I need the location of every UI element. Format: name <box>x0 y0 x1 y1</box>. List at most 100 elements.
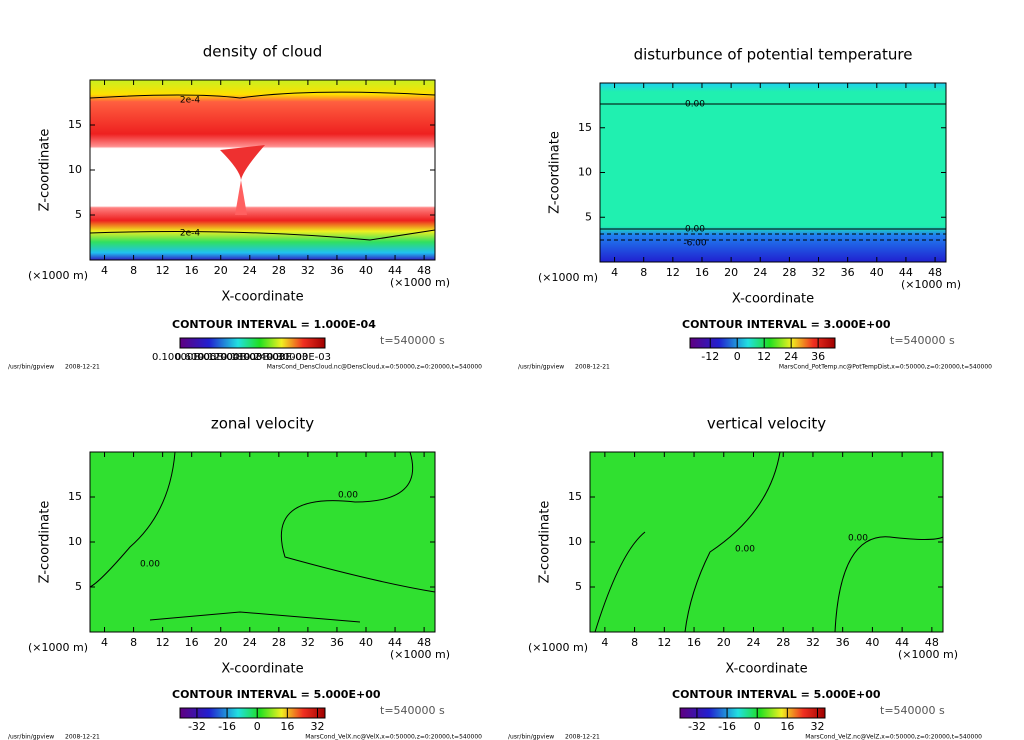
x-tick-label: 48 <box>928 266 942 279</box>
x-tick-label: 44 <box>388 264 402 277</box>
x-unit: (×1000 m) <box>901 278 961 291</box>
x-axis-label: X-coordinate <box>725 662 807 677</box>
x-tick-label: 48 <box>417 636 431 649</box>
colorbar-tick-label: 32 <box>810 720 824 733</box>
contour-label: 0.00 <box>848 534 868 544</box>
x-tick-label: 40 <box>865 636 879 649</box>
x-tick-label: 4 <box>101 636 108 649</box>
x-tick-label: 36 <box>836 636 850 649</box>
contour-line <box>280 451 436 593</box>
y-tick-label: 15 <box>68 490 82 503</box>
footer-left: /usr/bin/gpview <box>8 364 54 371</box>
colorbar-tick-label: 0.30000E-03 <box>267 352 331 363</box>
x-tick-label: 8 <box>640 266 647 279</box>
x-tick-label: 44 <box>899 266 913 279</box>
field <box>90 452 435 632</box>
colorbar-tick-label: 0.18000E-03 <box>221 352 285 363</box>
contour-line <box>594 531 646 633</box>
x-tick-label: 16 <box>687 636 701 649</box>
footer-date: 2008-12-21 <box>65 734 100 740</box>
colorbar-tick-label: 24 <box>784 350 798 363</box>
y-tick-label: 15 <box>68 118 82 131</box>
footer-left: /usr/bin/gpview <box>518 364 564 371</box>
x-tick-label: 36 <box>841 266 855 279</box>
y-tick-label: 10 <box>568 535 582 548</box>
x-unit: (×1000 m) <box>528 641 588 654</box>
x-tick-label: 48 <box>417 264 431 277</box>
y-axis-label: Z-coordinate <box>38 501 53 584</box>
contour-interval: CONTOUR INTERVAL = 3.000E+00 <box>682 318 891 331</box>
x-tick-label: 16 <box>695 266 709 279</box>
x-tick-label: 32 <box>301 636 315 649</box>
colorbar-tick-label: 0 <box>754 720 761 733</box>
x-tick-label: 24 <box>746 636 760 649</box>
chart-title: density of cloud <box>203 43 323 61</box>
field <box>90 80 435 260</box>
field <box>590 452 943 632</box>
x-tick-label: 4 <box>101 264 108 277</box>
y-tick-label: 5 <box>585 210 592 223</box>
colorbar-tick-label: -16 <box>718 720 736 733</box>
contour-label: 0.00 <box>685 100 705 110</box>
x-axis-label: X-coordinate <box>221 290 303 305</box>
field <box>600 83 946 262</box>
x-tick-label: 32 <box>301 264 315 277</box>
cloud-spike <box>235 180 247 215</box>
contour-line <box>89 451 176 588</box>
x-tick-label: 40 <box>359 264 373 277</box>
x-unit: (×1000 m) <box>390 648 450 661</box>
x-tick-label: 12 <box>657 636 671 649</box>
colorbar-tick-label: 16 <box>280 720 294 733</box>
x-tick-label: 32 <box>806 636 820 649</box>
colorbar-tick-label: 0 <box>734 350 741 363</box>
footer-date: 2008-12-21 <box>565 734 600 740</box>
contour-interval: CONTOUR INTERVAL = 1.000E-04 <box>172 318 376 331</box>
contour-label: 0.00 <box>140 560 160 570</box>
y-axis-label: Z-coordinate <box>538 501 553 584</box>
contour-label: 0.00 <box>735 545 755 555</box>
x-tick-label: 28 <box>272 264 286 277</box>
contour-label: 2e-4 <box>180 229 201 239</box>
x-tick-label: 32 <box>812 266 826 279</box>
x-tick-label: 8 <box>631 636 638 649</box>
x-tick-label: 36 <box>330 264 344 277</box>
x-tick-label: 28 <box>782 266 796 279</box>
x-tick-label: 16 <box>185 636 199 649</box>
x-tick-label: 20 <box>214 264 228 277</box>
y-tick-label: 5 <box>75 580 82 593</box>
x-tick-label: 12 <box>156 264 170 277</box>
y-axis-label: Z-coordinate <box>38 129 53 212</box>
x-unit: (×1000 m) <box>898 648 958 661</box>
contour-label: 0.00 <box>685 225 705 235</box>
time-label: t=540000 s <box>380 704 445 717</box>
x-tick-label: 24 <box>753 266 767 279</box>
footer-left: /usr/bin/gpview <box>8 734 54 740</box>
x-tick-label: 28 <box>272 636 286 649</box>
x-unit: (×1000 m) <box>390 276 450 289</box>
x-tick-label: 8 <box>130 636 137 649</box>
colorbar-tick-label: 16 <box>780 720 794 733</box>
x-tick-label: 40 <box>359 636 373 649</box>
x-tick-label: 20 <box>724 266 738 279</box>
x-tick-label: 12 <box>156 636 170 649</box>
colorbar <box>179 707 326 719</box>
x-tick-label: 12 <box>666 266 680 279</box>
contour-line <box>684 451 781 633</box>
x-tick-label: 44 <box>388 636 402 649</box>
colorbar-tick-label: 32 <box>310 720 324 733</box>
x-axis-label: X-coordinate <box>732 292 814 307</box>
time-label: t=540000 s <box>890 334 955 347</box>
contour-interval: CONTOUR INTERVAL = 5.000E+00 <box>172 688 381 701</box>
x-unit: (×1000 m) <box>28 641 88 654</box>
contour-line <box>834 536 944 633</box>
contour-interval: CONTOUR INTERVAL = 5.000E+00 <box>672 688 881 701</box>
y-tick-label: 5 <box>75 208 82 221</box>
x-tick-label: 16 <box>185 264 199 277</box>
y-tick-label: 5 <box>575 580 582 593</box>
x-tick-label: 20 <box>717 636 731 649</box>
x-unit: (×1000 m) <box>538 271 598 284</box>
footer-date: 2008-12-21 <box>575 364 610 371</box>
colorbar-tick-label: -32 <box>188 720 206 733</box>
colorbar-tick-label: 12 <box>757 350 771 363</box>
